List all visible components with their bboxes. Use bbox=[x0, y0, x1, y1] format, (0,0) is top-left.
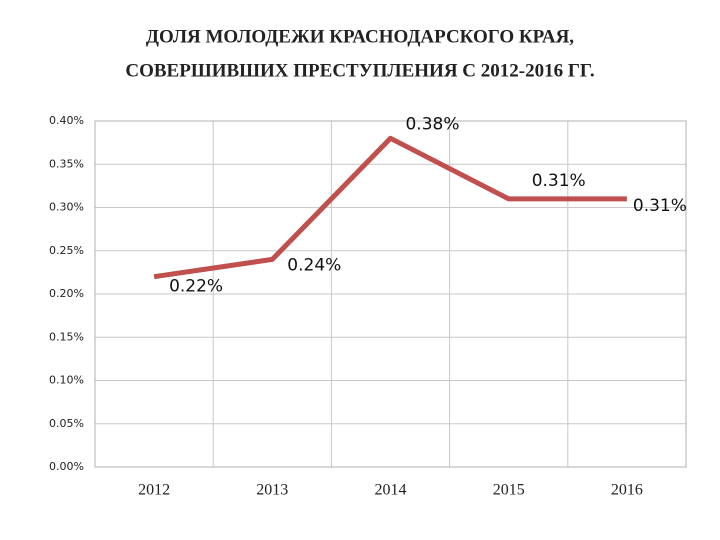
x-tick-label: 2016 bbox=[611, 482, 643, 499]
y-tick-label: 0.20% bbox=[49, 287, 84, 300]
plot-border bbox=[94, 120, 687, 468]
data-label: 0.31% bbox=[633, 196, 687, 216]
y-tick-label: 0.10% bbox=[49, 374, 84, 387]
y-tick-label: 0.30% bbox=[49, 201, 84, 214]
x-tick-label: 2012 bbox=[138, 482, 170, 499]
x-tick-label: 2015 bbox=[493, 482, 525, 499]
data-label: 0.22% bbox=[169, 277, 223, 297]
data-label: 0.24% bbox=[287, 255, 341, 275]
y-tick-label: 0.25% bbox=[49, 244, 84, 257]
x-tick-label: 2014 bbox=[375, 482, 407, 499]
line bbox=[153, 135, 627, 280]
y-tick-label: 0.00% bbox=[49, 460, 84, 473]
x-tick-label: 2013 bbox=[256, 482, 288, 499]
y-tick-label: 0.40% bbox=[49, 114, 84, 127]
y-tick-label: 0.35% bbox=[49, 157, 84, 170]
chart-title: ДОЛЯ МОЛОДЕЖИ КРАСНОДАРСКОГО КРАЯ, bbox=[146, 26, 574, 47]
y-tick-label: 0.05% bbox=[49, 417, 84, 430]
chart-title: СОВЕРШИВШИХ ПРЕСТУПЛЕНИЯ С 2012-2016 ГГ. bbox=[125, 60, 594, 81]
data-label: 0.31% bbox=[532, 171, 586, 191]
y-tick-label: 0.15% bbox=[49, 330, 84, 343]
data-label: 0.38% bbox=[405, 114, 459, 134]
